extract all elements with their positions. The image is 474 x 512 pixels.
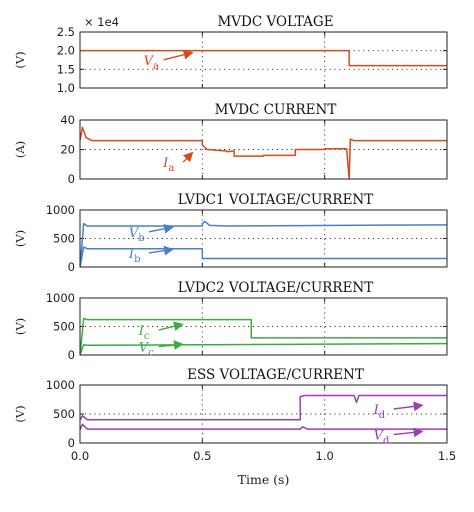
- annotation-arrow: [158, 340, 184, 350]
- annotation-arrow: [148, 245, 174, 256]
- plot-frame: [79, 31, 448, 89]
- series-annotation: Ib: [128, 247, 141, 265]
- panel-2: MVDC CURRENT 0 20 40 (A) Ia: [13, 102, 448, 186]
- y-tick-label: 1.5: [57, 62, 75, 76]
- annotation-arrow: [158, 321, 184, 332]
- panel-title: ESS VOLTAGE/CURRENT: [187, 367, 364, 383]
- x-tick-label: 1.5: [438, 449, 456, 463]
- panel-title: MVDC VOLTAGE: [217, 14, 333, 30]
- y-tick-label: 40: [60, 113, 75, 127]
- series-line-va: [80, 49, 447, 67]
- y-tick-label: 2.0: [57, 44, 75, 58]
- y-axis-label: (A): [13, 141, 27, 158]
- axis-multiplier: × 1e4: [84, 15, 119, 29]
- y-tick-label: 1000: [46, 378, 75, 392]
- panel-title: LVDC1 VOLTAGE/CURRENT: [178, 192, 374, 208]
- y-tick-label: 0: [68, 436, 75, 450]
- y-tick-label: 0: [68, 172, 75, 186]
- series-line-ia: [80, 126, 447, 180]
- plot-frame: [79, 209, 448, 268]
- series-annotation: Ic: [138, 324, 150, 342]
- plot-frame: [79, 384, 448, 444]
- panel-5: ESS VOLTAGE/CURRENT 0 500 1000 (V) Id Vd: [13, 367, 448, 450]
- series-line-vd: [80, 423, 447, 430]
- panel-3: LVDC1 VOLTAGE/CURRENT 0 500 1000 (V) Vb Ib: [13, 192, 448, 274]
- x-axis-label: Time (s): [238, 472, 290, 487]
- y-axis-label: (V): [13, 405, 27, 422]
- plot-frame: [79, 119, 448, 180]
- y-tick-label: 1000: [46, 203, 75, 217]
- y-tick-label: 1.0: [57, 81, 75, 95]
- x-tick-label: 1.0: [316, 449, 334, 463]
- y-tick-label: 500: [53, 407, 75, 421]
- panel-title: MVDC CURRENT: [215, 102, 337, 118]
- panel-title: LVDC2 VOLTAGE/CURRENT: [178, 280, 374, 296]
- series-line-id: [80, 394, 447, 421]
- y-tick-label: 0: [68, 348, 75, 362]
- series-line-ic: [80, 317, 447, 356]
- y-tick-label: 500: [53, 320, 75, 334]
- series-annotation: Vd: [374, 429, 390, 447]
- y-tick-label: 1000: [46, 291, 75, 305]
- y-axis-label: (V): [13, 51, 27, 68]
- panel-1: MVDC VOLTAGE × 1e4 1.0 1.5 2.0 2.5 (V) Va: [13, 14, 448, 95]
- x-tick-label: 0.5: [193, 449, 211, 463]
- series-annotation: Va: [144, 54, 159, 72]
- series-annotation: Id: [373, 403, 386, 421]
- y-tick-label: 2.5: [57, 25, 75, 39]
- x-tick-label: 0.0: [71, 449, 89, 463]
- y-axis-label: (V): [13, 318, 27, 335]
- annotation-arrow: [393, 401, 424, 412]
- annotation-arrow: [393, 427, 424, 438]
- annotation-arrow: [182, 151, 194, 163]
- y-tick-label: 500: [53, 232, 75, 246]
- series-line-ib: [80, 246, 447, 268]
- series-line-vc: [80, 342, 447, 356]
- series-line-vb: [80, 220, 447, 268]
- y-tick-label: 20: [60, 143, 75, 157]
- y-tick-label: 0: [68, 260, 75, 274]
- series-annotation: Vc: [139, 341, 154, 359]
- series-annotation: Vb: [129, 226, 145, 244]
- y-axis-label: (V): [13, 230, 27, 247]
- annotation-arrow: [163, 49, 194, 61]
- annotation-arrow: [148, 223, 174, 234]
- series-annotation: Ia: [162, 156, 174, 174]
- plot-frame: [79, 297, 448, 356]
